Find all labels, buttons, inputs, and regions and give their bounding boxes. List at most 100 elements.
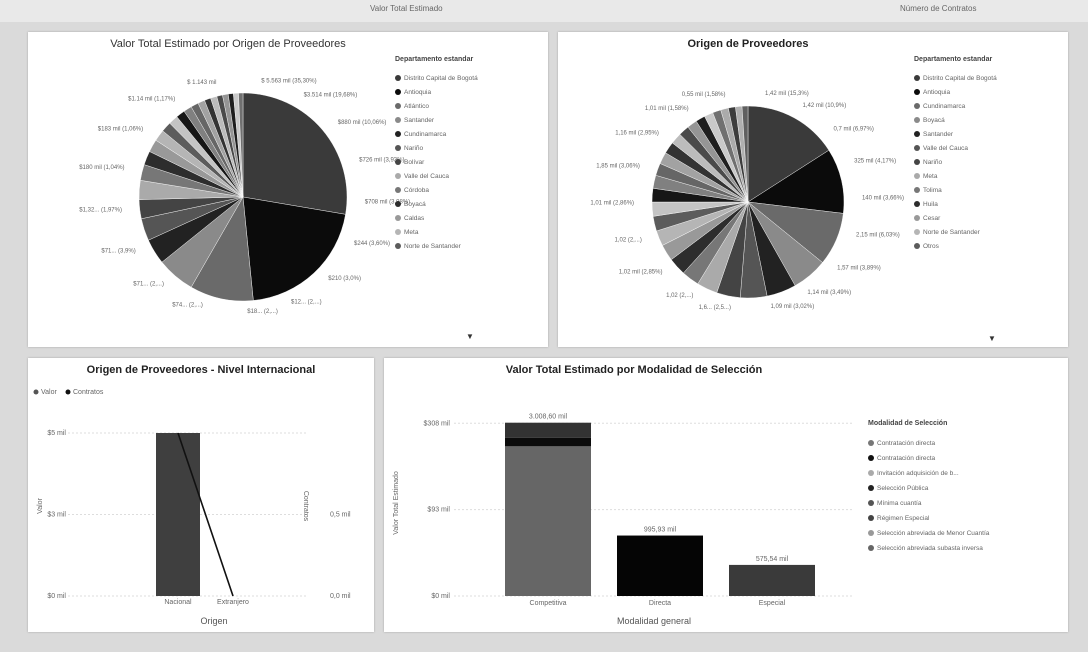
legend-item[interactable]: Santander [395, 114, 478, 128]
data-label: 325 mil (4,17%) [854, 159, 896, 165]
legend-dot-icon [395, 187, 401, 194]
legend-item[interactable]: Antioquia [395, 86, 478, 100]
legend-dot-icon [868, 530, 874, 537]
legend-item[interactable]: Cundinamarca [395, 128, 478, 142]
legend-item[interactable]: Distrito Capital de Bogotá [395, 72, 478, 86]
x-axis-label: Modalidad general [617, 616, 691, 626]
legend-valor: Departamento estandar Distrito Capital d… [395, 56, 478, 254]
legend-item[interactable]: Régimen Especial [868, 511, 989, 526]
legend-item[interactable]: Valle del Cauca [395, 170, 478, 184]
legend-item[interactable]: Selección abreviada subasta inversa [868, 541, 989, 556]
legend-scroll-down-icon[interactable]: ▼ [466, 332, 474, 341]
legend-label: Cundinamarca [404, 131, 447, 138]
data-label: $244 (3,60%) [354, 241, 390, 247]
data-label: 1,02 mil (2,85%) [619, 269, 663, 275]
legend-item[interactable]: Meta [395, 226, 478, 240]
legend-item[interactable]: Invitación adquisición de b... [868, 466, 989, 481]
legend-label: Otros [923, 243, 939, 250]
legend-label: Santander [404, 117, 434, 124]
legend-item[interactable]: Meta [914, 170, 997, 184]
legend-item[interactable]: Tolima [914, 184, 997, 198]
x-tick-label: Extranjero [217, 599, 249, 606]
pie-chart-origen[interactable]: 1,42 mil (15,3%) 1,42 mil (10,9%) 0,7 mil … [558, 32, 1068, 347]
legend-item[interactable]: Santander [914, 128, 997, 142]
legend-item[interactable]: Córdoba [395, 184, 478, 198]
data-label: 995,93 mil [644, 527, 677, 534]
legend-label: Contratación directa [877, 455, 936, 462]
legend-item[interactable]: Nariño [395, 142, 478, 156]
data-label: 1,02 (2,...) [615, 237, 642, 243]
bar-directa[interactable] [617, 535, 703, 596]
legend-item[interactable]: Caldas [395, 212, 478, 226]
legend-scroll-down-icon[interactable]: ▼ [988, 334, 996, 343]
pie-slice[interactable] [741, 105, 749, 203]
legend-dot-icon [868, 545, 874, 552]
legend-title: Departamento estandar [914, 56, 993, 63]
legend-label: Contratación directa [877, 440, 936, 447]
modalidad-panel[interactable]: Valor Total Estimado por Modalidad de Se… [384, 358, 1068, 632]
legend-item[interactable]: Cesar [914, 212, 997, 226]
legend-item[interactable]: Huila [914, 198, 997, 212]
intl-chart[interactable]: Valor Contratos $0 mil $3 mil $5 mil 0,0 mi… [28, 358, 374, 632]
pie-slice[interactable] [747, 149, 845, 214]
legend-item[interactable]: Boyacá [395, 198, 478, 212]
legend-label: Antioquia [404, 89, 432, 96]
legend-dot-icon [914, 117, 920, 124]
data-label: $ 5.563 mil (35,30%) [261, 78, 316, 84]
legend-label: Nariño [404, 145, 424, 152]
legend-item[interactable]: Distrito Capital de Bogotá [914, 72, 997, 86]
legend-item[interactable]: Nariño [914, 156, 997, 170]
data-label: $18... (2,...) [247, 309, 278, 315]
pie-slice[interactable] [238, 92, 244, 198]
bar-segment[interactable] [505, 437, 591, 447]
data-label: $726 mil (3,93%) [359, 157, 404, 163]
pie-slice[interactable] [242, 92, 348, 215]
y-tick-label: $5 mil [47, 430, 66, 437]
legend-modalidad: Modalidad de Selección Contratación dire… [868, 420, 989, 556]
bar-segment[interactable] [505, 446, 591, 596]
pie-slice[interactable] [747, 105, 830, 203]
pie-slice[interactable] [242, 196, 346, 301]
legend-dot-icon [868, 515, 874, 522]
data-label: $180 mil (1,04%) [79, 165, 124, 171]
legend-item[interactable]: Bolívar [395, 156, 478, 170]
legend-item[interactable]: Contratación directa [868, 436, 989, 451]
pie-chart-valor[interactable]: $ 5.563 mil (35,30%) $3.514 mil (19,68%) $… [28, 32, 548, 347]
legend-item[interactable]: Valle del Cauca [914, 142, 997, 156]
legend-item[interactable]: Mínima cuantía [868, 496, 989, 511]
data-label: 3.008,60 mil [529, 414, 568, 421]
bar-especial[interactable] [729, 564, 815, 596]
y-tick-label: $93 mil [427, 507, 450, 514]
pie-panel-origen[interactable]: Origen de Proveedores 1,42 mil (15,3%) 1,… [558, 32, 1068, 347]
legend-origen: Departamento estandar Distrito Capital d… [914, 56, 997, 254]
modalidad-chart[interactable]: $0 mil $93 mil $308 mil 3.008,60 mil Compet… [384, 358, 1068, 632]
legend-item[interactable]: Norte de Santander [395, 240, 478, 254]
legend-item[interactable]: Contratación directa [868, 451, 989, 466]
legend-label: Huila [923, 201, 938, 208]
legend-item[interactable]: Atlántico [395, 100, 478, 114]
legend-item[interactable]: Selección abreviada de Menor Cuantía [868, 526, 989, 541]
legend-label-valor: Valor [41, 389, 57, 396]
y2-tick-label: 0,5 mil [330, 512, 351, 519]
data-label: 1,01 mil (1,58%) [645, 106, 689, 112]
legend-dot-icon [914, 229, 920, 236]
intl-panel[interactable]: Origen de Proveedores - Nivel Internacio… [28, 358, 374, 632]
legend-dot-icon [914, 145, 920, 152]
legend-dot-icon [914, 159, 920, 166]
data-label: 1,42 mil (15,3%) [765, 91, 809, 97]
legend-item[interactable]: Antioquia [914, 86, 997, 100]
legend-dot-icon [395, 201, 401, 208]
legend-label: Meta [923, 173, 938, 180]
legend-item[interactable]: Norte de Santander [914, 226, 997, 240]
legend-label: Santander [923, 131, 953, 138]
data-label: $1,32... (1,97%) [79, 208, 122, 214]
legend-item[interactable]: Selección Pública [868, 481, 989, 496]
legend-item[interactable]: Boyacá [914, 114, 997, 128]
line-contratos[interactable] [177, 432, 234, 597]
legend-item[interactable]: Cundinamarca [914, 100, 997, 114]
bar-nacional[interactable] [156, 433, 200, 596]
bar-segment[interactable] [505, 422, 591, 438]
pie-panel-valor[interactable]: Valor Total Estimado por Origen de Prove… [28, 32, 548, 347]
legend-item[interactable]: Otros [914, 240, 997, 254]
intl-legend: Valor Contratos [33, 389, 104, 396]
